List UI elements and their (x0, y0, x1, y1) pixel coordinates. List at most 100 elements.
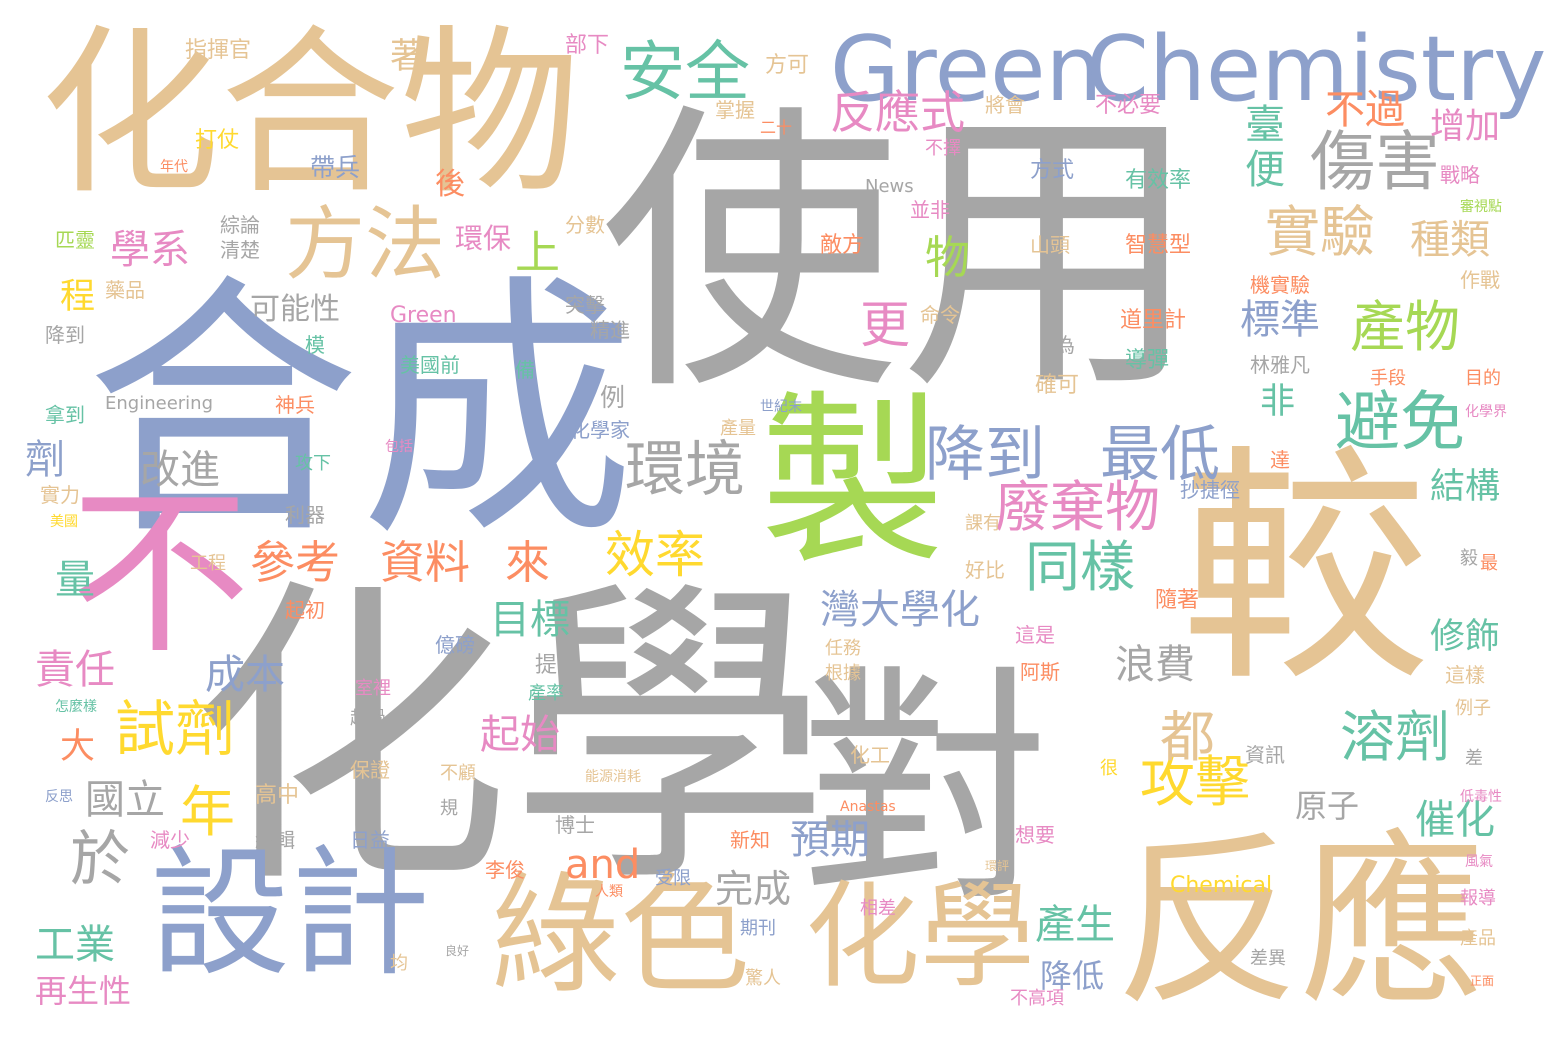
word-cloud-word: 良好 (445, 945, 469, 957)
word-cloud-word: 結構 (1430, 470, 1500, 505)
word-cloud-word: 目的 (1465, 370, 1501, 388)
word-cloud-word: 敵方 (820, 235, 864, 257)
word-cloud-word: and (565, 845, 640, 885)
word-cloud-word: 資料 (380, 540, 470, 585)
word-cloud-word: 任務 (825, 640, 861, 658)
word-cloud-word: 模 (305, 335, 325, 355)
word-cloud-word: 並非 (910, 200, 950, 220)
word-cloud-word: 根據 (825, 665, 861, 683)
word-cloud-word: 分數 (565, 215, 605, 235)
word-cloud-word: 神兵 (275, 395, 315, 415)
word-cloud-word: 高中 (255, 785, 299, 807)
word-cloud-word: 反思 (45, 790, 73, 804)
word-cloud-word: 國立 (85, 780, 165, 820)
word-cloud-word: 灣大學化 (820, 590, 980, 630)
word-cloud-word: 效率 (605, 530, 705, 580)
word-cloud-word: 預期 (790, 820, 870, 860)
word-cloud-word: 部下 (565, 35, 609, 57)
word-cloud-word: 達 (1270, 450, 1290, 470)
word-cloud-word: 怎麼樣 (55, 700, 97, 714)
word-cloud-word: 精進 (590, 320, 630, 340)
word-cloud-word: 審視點 (1460, 200, 1502, 214)
word-cloud-word: 原子 (1295, 790, 1359, 822)
word-cloud-word: 學系 (110, 230, 190, 270)
word-cloud-word: 非 (1260, 385, 1295, 420)
word-cloud-word: 課有 (965, 515, 1001, 533)
word-cloud-word: 化工 (850, 745, 890, 765)
word-cloud-word: 試劑 (115, 700, 235, 760)
word-cloud-word: 報導 (1460, 890, 1496, 908)
word-cloud-word: 於 (70, 830, 130, 890)
word-cloud-word: 催化 (1415, 800, 1495, 840)
word-cloud-word: 不擇 (925, 140, 961, 158)
word-cloud-word: 不高項 (1010, 990, 1064, 1008)
word-cloud-word: News (865, 178, 914, 196)
word-cloud-word: 方可 (765, 55, 809, 77)
word-cloud-word: Anastas (840, 800, 896, 814)
word-cloud-word: 差異 (1250, 950, 1286, 968)
word-cloud-word: 化學家 (570, 420, 630, 440)
word-cloud-word: 程 (60, 280, 95, 315)
word-cloud-word: 使用 (600, 105, 1200, 405)
word-cloud-word: 參考 (250, 540, 340, 585)
word-cloud-word: 著 (390, 40, 425, 75)
word-cloud-word: 浪費 (1115, 645, 1195, 685)
word-cloud-word: 李俊 (485, 860, 525, 880)
word-cloud-word: 這樣 (1445, 665, 1485, 685)
word-cloud-word: 抄捷徑 (1180, 480, 1240, 500)
word-cloud-word: 相差 (860, 900, 896, 918)
word-cloud-word: 成本 (205, 655, 285, 695)
word-cloud-word: 林雅凡 (1250, 355, 1310, 375)
word-cloud-word: 風氣 (1465, 855, 1493, 869)
word-cloud-word: 攻下 (295, 455, 331, 473)
word-cloud-word: 隨著 (1155, 590, 1199, 612)
word-cloud-word: 更 (860, 300, 910, 350)
word-cloud-word: 臺 (1245, 105, 1285, 145)
word-cloud-word: 方式 (1030, 160, 1074, 182)
word-cloud-word: 不顧 (440, 765, 476, 783)
word-cloud-word: 修飾 (1430, 620, 1500, 655)
word-cloud-word: 便 (1245, 150, 1285, 190)
word-cloud-word: 毅 (1460, 550, 1478, 568)
word-cloud-word: 差 (1465, 750, 1483, 768)
word-cloud-word: 作戰 (1460, 270, 1500, 290)
word-cloud-word: 機實驗 (1250, 275, 1310, 295)
word-cloud-word: 編輯 (255, 830, 295, 850)
word-cloud-word: 產品 (1460, 930, 1496, 948)
word-cloud-word: 美國 (50, 515, 78, 529)
word-cloud-word: 廢棄物 (995, 480, 1160, 535)
word-cloud-word: 環評 (985, 860, 1009, 872)
word-cloud-word: 導彈 (1125, 350, 1169, 372)
word-cloud-word: 美國前 (400, 355, 460, 375)
word-cloud-word: 傷害 (1310, 130, 1440, 195)
word-cloud-word: 產物 (1350, 300, 1460, 355)
word-cloud-word: 超過 (350, 710, 386, 728)
word-cloud-word: 阿斯 (1020, 662, 1060, 682)
word-cloud-word: 規 (440, 800, 458, 818)
word-cloud-word: 山頭 (1030, 235, 1070, 255)
word-cloud-word: 物 (925, 235, 970, 280)
word-cloud-word: 低毒性 (1460, 790, 1502, 804)
word-cloud-word: 將會 (985, 95, 1025, 115)
word-cloud-word: 命令 (920, 305, 960, 325)
word-cloud-word: 新知 (730, 830, 770, 850)
word-cloud-word: 備 (515, 360, 535, 380)
word-cloud-word: 手段 (1370, 370, 1406, 388)
word-cloud-word: 溶劑 (1340, 710, 1450, 765)
word-cloud-word: 戰略 (1440, 165, 1480, 185)
word-cloud-word: 起初 (285, 600, 325, 620)
word-cloud-word: 產量 (720, 420, 756, 438)
word-cloud-word: 例 (600, 385, 625, 410)
word-cloud-word: 期刊 (740, 920, 776, 938)
word-cloud-word: 來 (505, 540, 550, 585)
word-cloud-word: 利器 (285, 505, 325, 525)
word-cloud-word: 掌握 (715, 100, 755, 120)
word-cloud-word: 資訊 (1245, 745, 1285, 765)
word-cloud-word: 綜論 (220, 215, 260, 235)
word-cloud-word: 增加 (1430, 110, 1500, 145)
word-cloud-word: Chemical (1170, 875, 1272, 897)
word-cloud-word: 避免 (1335, 390, 1465, 455)
word-cloud-word: 反應式 (830, 90, 965, 135)
word-cloud-word: 改進 (140, 450, 220, 490)
word-cloud-word: 種類 (1410, 220, 1490, 260)
